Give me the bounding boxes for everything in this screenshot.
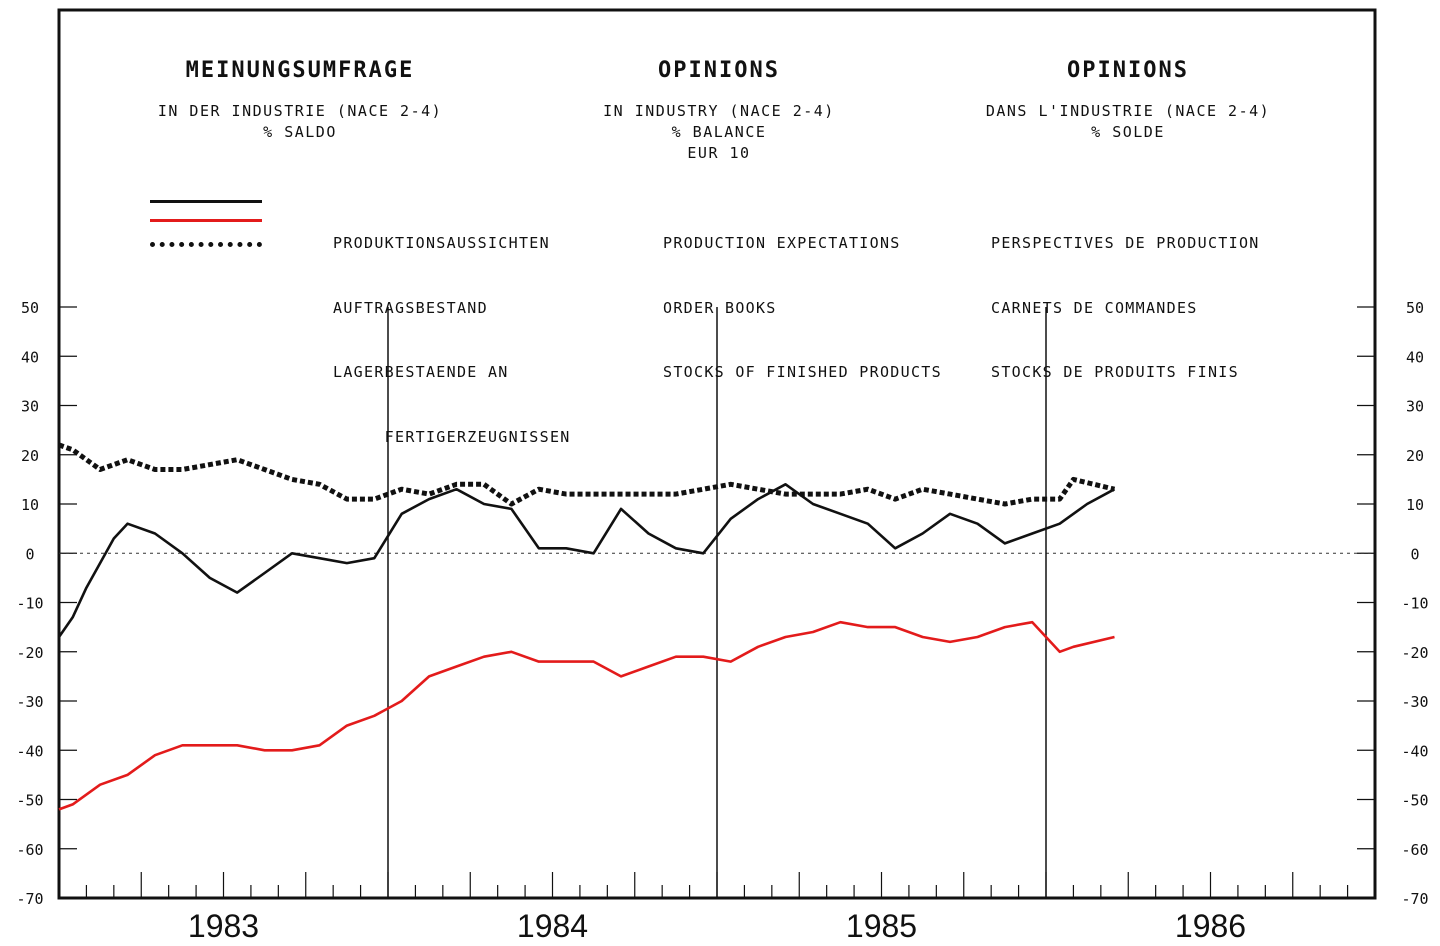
y-tick-label-right: 10 [1406, 496, 1424, 514]
y-tick-label-right: -40 [1401, 742, 1428, 760]
y-tick-label-left: 30 [21, 398, 39, 416]
y-tick-label-right: -10 [1401, 595, 1428, 613]
y-tick-label-right: -20 [1401, 644, 1428, 662]
header-de-line: % SALDO [263, 123, 337, 141]
y-tick-label-right: -50 [1401, 792, 1428, 810]
legend-fr-item: PERSPECTIVES DE PRODUCTION [991, 234, 1260, 252]
y-tick-label-right: -70 [1401, 890, 1428, 908]
header-en-subtitle: IN INDUSTRY (NACE 2-4) % BALANCE EUR 10 [569, 101, 869, 164]
legend-de: PRODUKTIONSAUSSICHTEN AUFTRAGSBESTAND LA… [333, 190, 571, 470]
legend-de-item: FERTIGERZEUGNISSEN [333, 427, 571, 446]
legend-en-item: PRODUCTION EXPECTATIONS [663, 234, 901, 252]
y-tick-label-right: 20 [1406, 447, 1424, 465]
y-tick-label-right: -30 [1401, 693, 1428, 711]
y-tick-label-right: 30 [1406, 398, 1424, 416]
y-tick-label-left: -70 [16, 890, 43, 908]
y-tick-label-right: -60 [1401, 841, 1428, 859]
legend-de-item: LAGERBESTAENDE AN [333, 363, 509, 381]
header-fr-title: OPINIONS [1067, 58, 1189, 83]
header-en-line: EUR 10 [687, 144, 751, 162]
y-tick-label-right: 40 [1406, 348, 1424, 366]
legend-en-item: ORDER BOOKS [663, 298, 777, 317]
series-line-production [57, 482, 1116, 638]
y-tick-label-left: -50 [16, 792, 43, 810]
y-tick-label-left: 50 [21, 299, 39, 317]
chart-grid [58, 306, 1376, 899]
legend-swatch-orders [150, 219, 262, 222]
y-tick-label-right: 50 [1406, 299, 1424, 317]
y-tick-label-left: -20 [16, 644, 43, 662]
y-tick-label-left: -60 [16, 841, 43, 859]
legend-fr-item: CARNETS DE COMMANDES [991, 298, 1198, 317]
header-fr-subtitle: DANS L'INDUSTRIE (NACE 2-4) % SOLDE [968, 101, 1288, 143]
header-en-title: OPINIONS [658, 58, 780, 83]
y-tick-label-left: 10 [21, 496, 39, 514]
y-tick-label-left: 0 [25, 545, 34, 563]
legend-en-item: STOCKS OF FINISHED PRODUCTS [663, 363, 942, 381]
x-year-label: 1986 [1175, 908, 1246, 944]
header-fr-line: % SOLDE [1091, 123, 1165, 141]
legend-de-item: AUFTRAGSBESTAND [333, 298, 488, 317]
y-tick-label-left: -30 [16, 693, 43, 711]
header-de: MEINUNGSUMFRAGE IN DER INDUSTRIE (NACE 2… [150, 58, 450, 143]
header-de-subtitle: IN DER INDUSTRIE (NACE 2-4) % SALDO [150, 101, 450, 143]
legend-swatch-stocks [150, 242, 262, 247]
header-fr-line: DANS L'INDUSTRIE (NACE 2-4) [985, 102, 1271, 120]
series-line-orders [58, 620, 1115, 811]
header-de-title: MEINUNGSUMFRAGE [185, 58, 415, 83]
legend-fr: PERSPECTIVES DE PRODUCTION CARNETS DE CO… [991, 190, 1260, 405]
chart-labels: 50 50 40 40 30 30 20 20 10 10 0 0 -10 -10 -20 -20 -30 -30… [16, 299, 1428, 944]
x-year-label: 1984 [517, 908, 588, 944]
header-fr: OPINIONS DANS L'INDUSTRIE (NACE 2-4) % S… [968, 58, 1288, 143]
header-en: OPINIONS IN INDUSTRY (NACE 2-4) % BALANC… [569, 58, 869, 164]
legend-en: PRODUCTION EXPECTATIONS ORDER BOOKS STOC… [663, 190, 942, 405]
series-line-stocks [58, 442, 1116, 507]
x-year-label: 1985 [846, 908, 917, 944]
y-tick-label-left: 20 [21, 447, 39, 465]
legend-swatch-production [150, 200, 262, 203]
chart-series [57, 442, 1116, 811]
y-tick-label-left: -40 [16, 742, 43, 760]
y-tick-label-right: 0 [1410, 545, 1419, 563]
legend-fr-item: STOCKS DE PRODUITS FINIS [991, 363, 1239, 381]
y-tick-label-left: -10 [16, 595, 43, 613]
header-en-line: % BALANCE [671, 123, 767, 141]
x-year-label: 1983 [188, 908, 259, 944]
legend-de-item: PRODUKTIONSAUSSICHTEN [333, 234, 550, 252]
header-en-line: IN INDUSTRY (NACE 2-4) [603, 102, 835, 120]
y-tick-label-left: 40 [21, 348, 39, 366]
header-de-line: IN DER INDUSTRIE (NACE 2-4) [157, 102, 443, 120]
